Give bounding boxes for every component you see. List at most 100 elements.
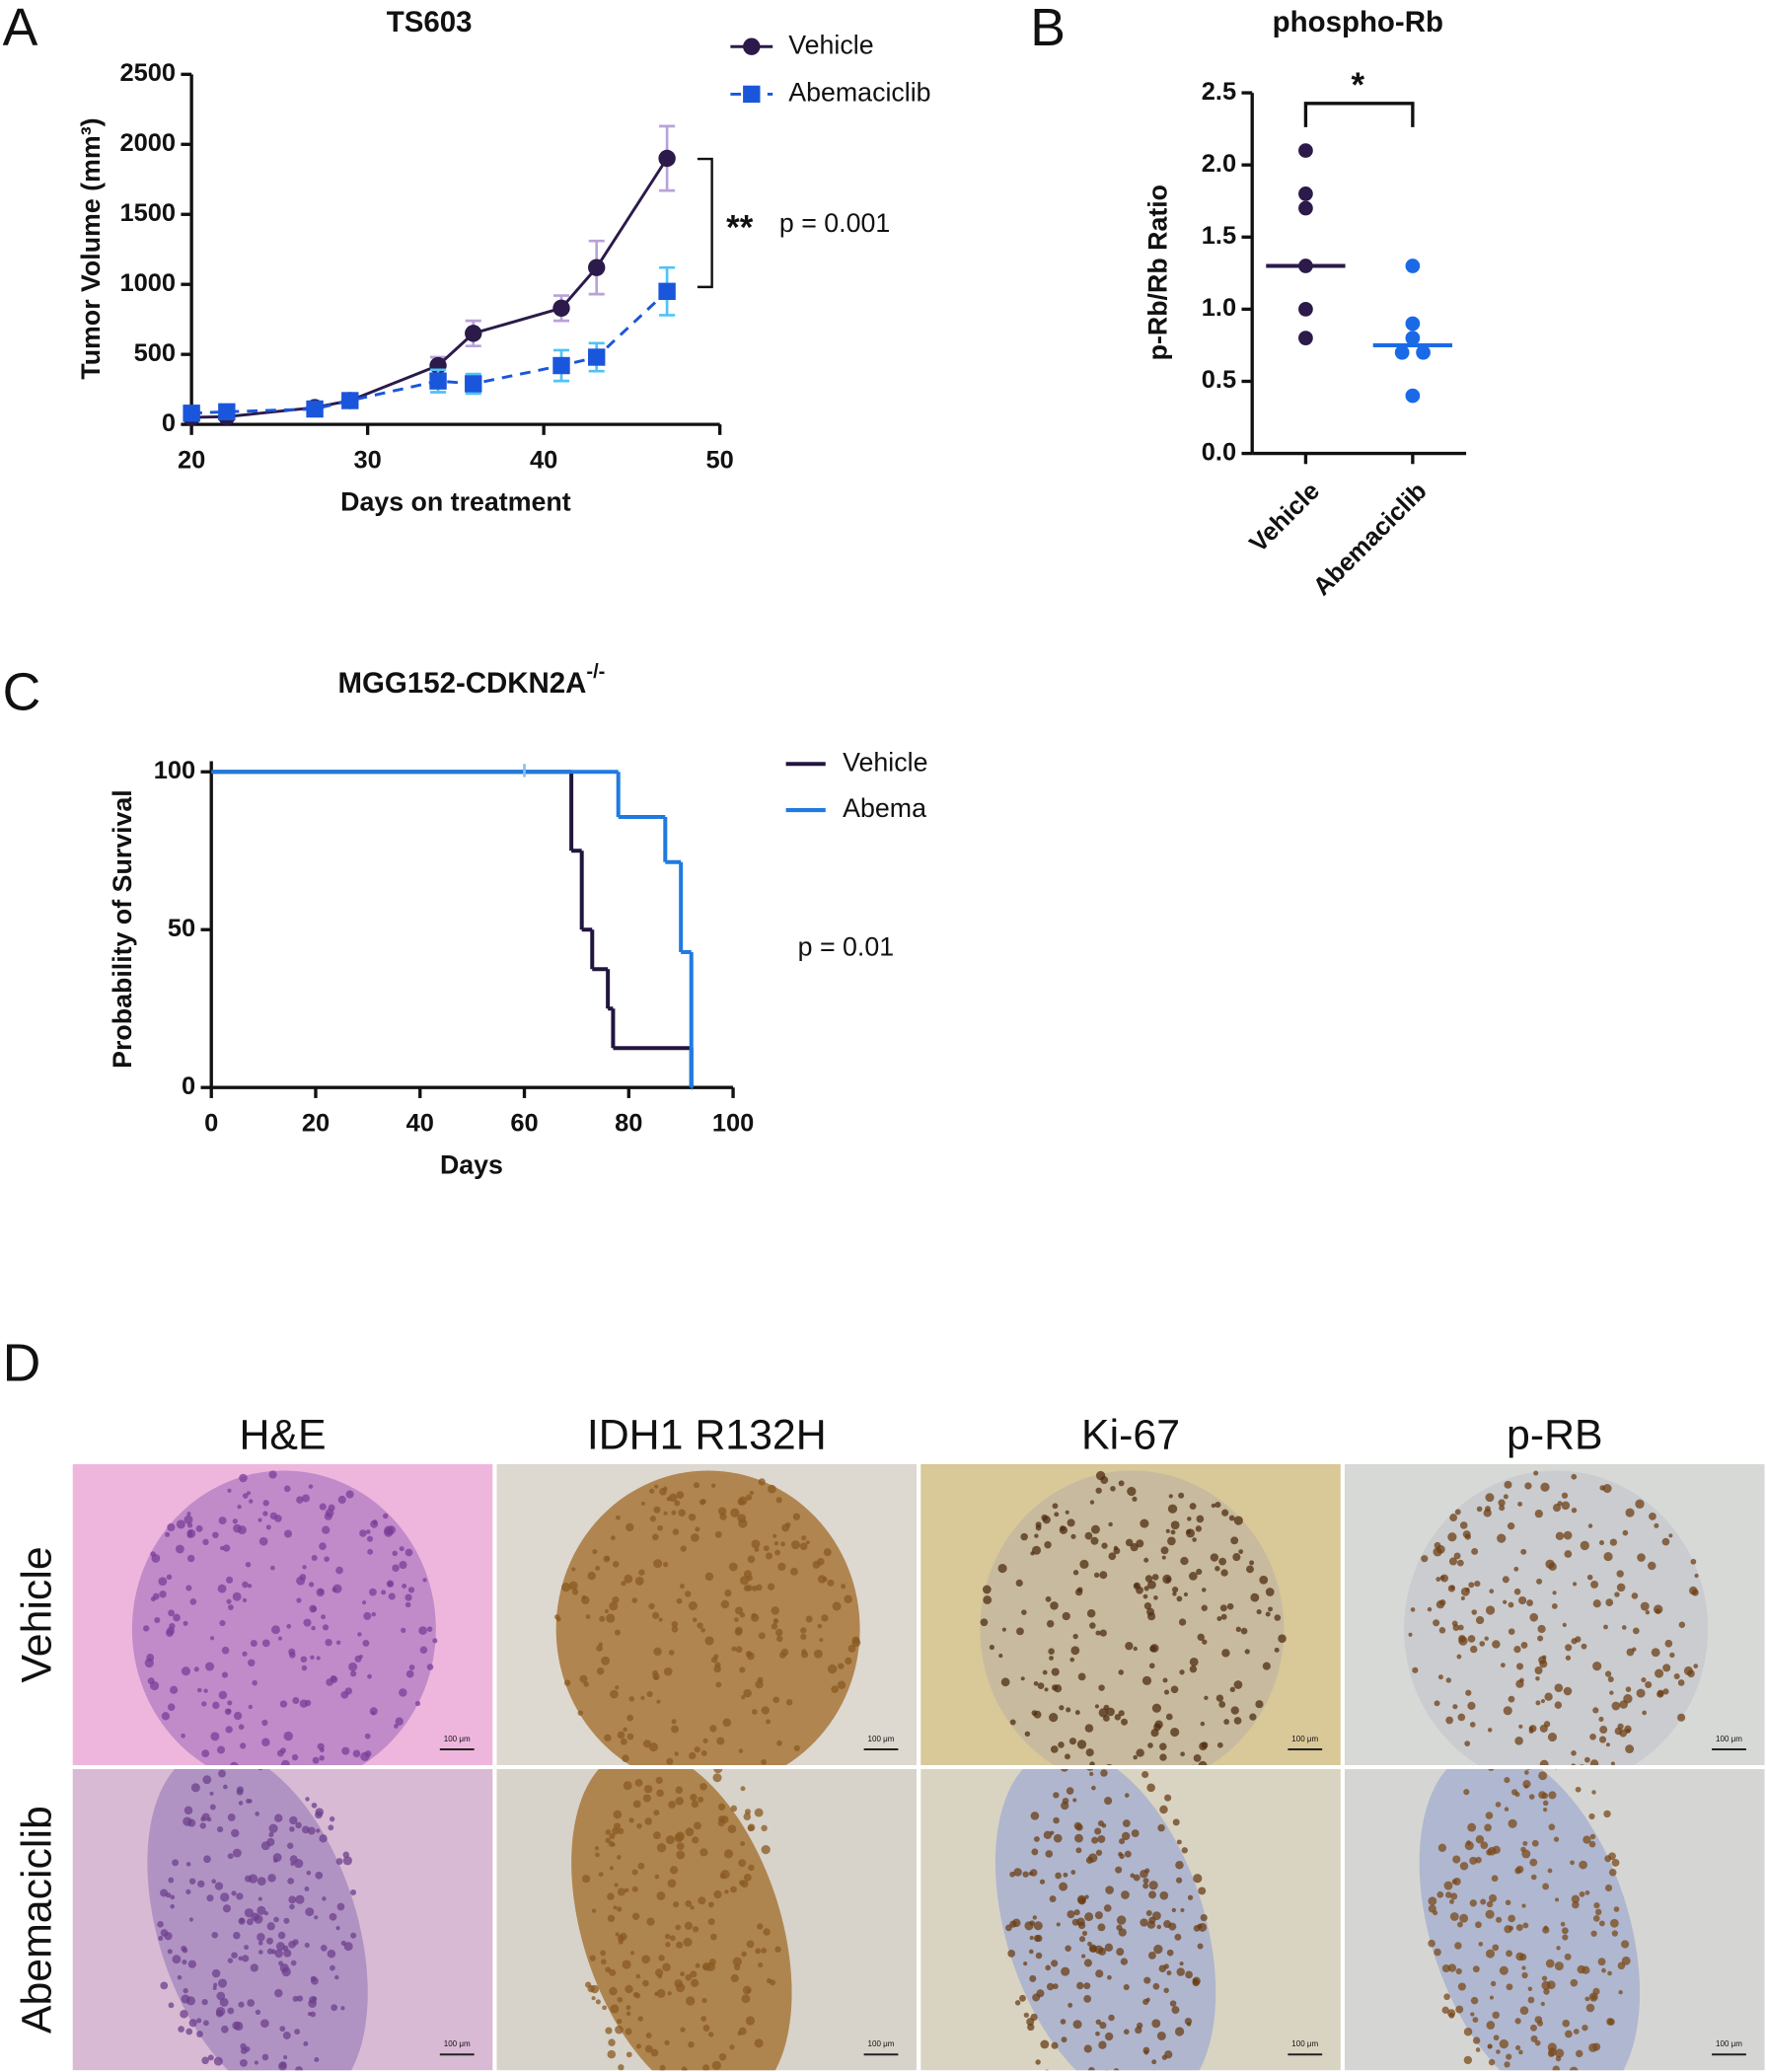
marker	[183, 405, 200, 422]
cell	[1193, 1753, 1202, 1762]
cell	[1545, 1559, 1555, 1569]
marker	[658, 149, 676, 168]
cell	[287, 1878, 294, 1885]
cell	[1072, 1798, 1077, 1803]
cell	[563, 1679, 571, 1686]
cell	[1103, 1904, 1112, 1912]
cell	[615, 1685, 620, 1690]
cell	[631, 1886, 638, 1892]
cell	[1662, 1688, 1669, 1695]
cell	[680, 1971, 686, 1977]
cell	[315, 1871, 324, 1880]
cell	[618, 1827, 625, 1834]
cell	[1133, 1646, 1138, 1652]
cell	[240, 1742, 247, 1749]
cell	[283, 1529, 293, 1538]
cell	[1232, 1553, 1241, 1562]
cell	[1178, 1618, 1187, 1626]
cell	[330, 1964, 335, 1971]
cell	[304, 1942, 310, 1949]
cell	[1561, 1501, 1571, 1511]
cell	[1487, 1728, 1493, 1733]
cell	[418, 1626, 427, 1635]
cell	[654, 1968, 664, 1977]
cell	[817, 1575, 827, 1584]
cell	[740, 1786, 746, 1792]
cell	[1124, 1793, 1130, 1798]
cell	[625, 1984, 633, 1994]
cell	[239, 1473, 248, 1483]
cell	[631, 1869, 638, 1876]
cell	[1622, 1529, 1629, 1536]
cell	[1076, 1894, 1086, 1904]
cell	[1054, 1512, 1060, 1517]
cell	[186, 1522, 193, 1528]
cell	[1503, 1494, 1508, 1500]
cell	[1443, 1993, 1450, 2001]
cell	[335, 1640, 341, 1646]
cell	[1259, 1575, 1269, 1585]
cell	[1538, 1791, 1546, 1800]
cell	[419, 1646, 428, 1655]
cell	[1099, 1629, 1107, 1637]
cell	[730, 1508, 740, 1517]
cell	[335, 1926, 340, 1931]
cell	[292, 1939, 299, 1946]
cell	[774, 1549, 780, 1556]
cell	[1408, 1632, 1413, 1637]
cell	[1032, 1915, 1037, 1920]
cell	[761, 1844, 771, 1855]
cell	[1067, 1910, 1075, 1919]
cell	[655, 1776, 663, 1785]
cell	[845, 1657, 852, 1665]
cell	[686, 1996, 696, 2006]
cell	[1474, 1580, 1481, 1588]
cell	[290, 1861, 295, 1867]
micrograph	[72, 1463, 493, 1766]
cell	[1159, 1753, 1167, 1761]
cell	[1459, 1862, 1469, 1871]
cell	[740, 1841, 746, 1847]
cell	[319, 1542, 327, 1550]
cell	[656, 1891, 666, 1900]
cell	[319, 1834, 328, 1843]
cell	[1165, 1713, 1173, 1721]
cell	[680, 1545, 687, 1552]
cell	[707, 1918, 715, 1926]
cell	[258, 1536, 268, 1546]
cell	[1602, 1484, 1612, 1494]
cell	[676, 1941, 684, 1949]
cell	[599, 1615, 606, 1622]
cell	[598, 1872, 604, 1878]
cell	[261, 1719, 268, 1727]
cell	[1472, 1965, 1480, 1973]
cell	[1116, 1915, 1127, 1925]
cell	[1476, 1615, 1485, 1625]
cell	[402, 1583, 407, 1589]
cell	[217, 1584, 227, 1593]
cell	[1526, 1769, 1530, 1770]
cell	[1564, 1953, 1572, 1961]
cell	[303, 1618, 312, 1627]
cell	[1561, 1492, 1569, 1499]
cell	[265, 1524, 271, 1530]
cell	[1120, 1958, 1129, 1965]
cell	[786, 1699, 793, 1706]
cell	[1067, 1518, 1075, 1527]
cell	[634, 1576, 644, 1586]
cell	[1598, 1920, 1605, 1927]
cell	[1099, 2022, 1107, 2030]
cell	[1024, 1921, 1034, 1931]
cell	[1153, 2070, 1155, 2071]
cell	[1116, 1948, 1125, 1957]
cell	[261, 1639, 270, 1648]
cell	[1592, 1662, 1602, 1671]
cell	[821, 1614, 829, 1622]
cell	[1097, 1923, 1106, 1932]
cell	[632, 1800, 641, 1809]
cell	[315, 1811, 323, 1819]
cell	[1664, 1639, 1673, 1648]
cell	[1040, 2039, 1050, 2049]
cell	[1032, 1993, 1041, 2002]
cell	[1141, 1675, 1152, 1685]
